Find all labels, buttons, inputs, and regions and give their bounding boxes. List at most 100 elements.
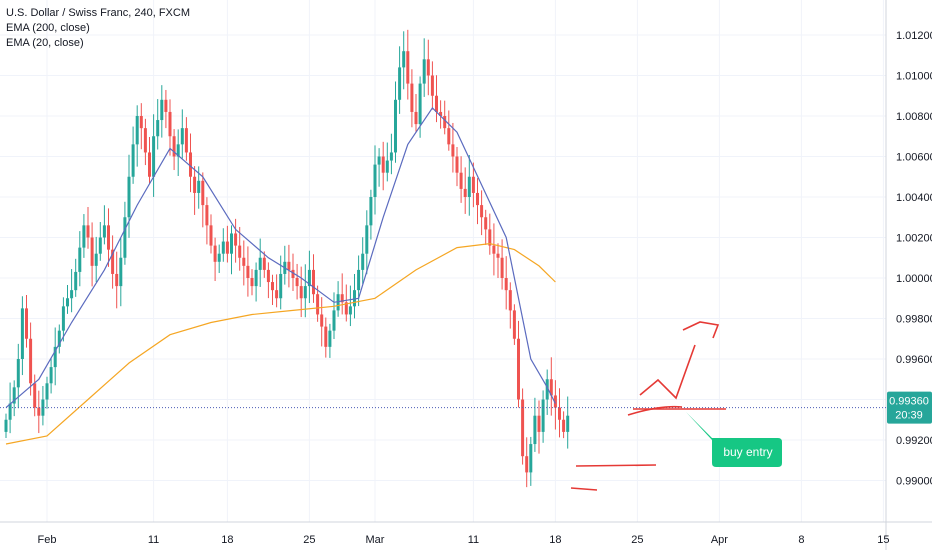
y-tick-label: 0.99600 bbox=[896, 354, 932, 366]
candle-up bbox=[78, 247, 82, 272]
x-tick-label: 11 bbox=[148, 534, 159, 546]
candle-down bbox=[33, 383, 37, 408]
candle-down bbox=[201, 180, 205, 206]
candle-up bbox=[307, 269, 311, 287]
candle-down bbox=[414, 111, 418, 125]
candle-up bbox=[53, 346, 57, 368]
x-tick-label: 25 bbox=[631, 534, 643, 546]
x-tick-label: 18 bbox=[549, 534, 561, 546]
candle-down bbox=[250, 278, 254, 287]
candle-up bbox=[402, 51, 406, 68]
y-tick-label: 1.01200 bbox=[896, 30, 932, 42]
candle-down bbox=[25, 308, 28, 339]
candle-up bbox=[467, 176, 471, 197]
y-tick-label: 0.99200 bbox=[896, 435, 932, 447]
candle-up bbox=[197, 180, 201, 193]
y-tick-label: 1.01000 bbox=[896, 71, 932, 83]
candle-up bbox=[545, 379, 549, 400]
candle-up bbox=[156, 120, 160, 137]
candle-down bbox=[492, 245, 496, 254]
candle-up bbox=[49, 367, 53, 384]
legend-ema20: EMA (20, close) bbox=[6, 37, 84, 49]
candle-up bbox=[123, 217, 127, 258]
x-tick-label: Mar bbox=[366, 534, 385, 546]
candle-down bbox=[172, 136, 176, 157]
candle-up bbox=[82, 225, 86, 248]
candle-up bbox=[152, 136, 156, 177]
candle-down bbox=[86, 225, 90, 238]
candle-down bbox=[295, 278, 299, 287]
candle-up bbox=[365, 225, 369, 254]
candle-up bbox=[348, 306, 352, 315]
price-tag-value: 0.99360 bbox=[889, 396, 929, 408]
y-tick-label: 1.00200 bbox=[896, 233, 932, 245]
candle-down bbox=[115, 273, 119, 287]
candle-down bbox=[324, 326, 328, 347]
candle-up bbox=[98, 237, 102, 254]
candle-down bbox=[447, 128, 451, 145]
candle-up bbox=[61, 306, 65, 331]
candle-up bbox=[369, 197, 373, 226]
x-tick-label: Feb bbox=[38, 534, 57, 546]
candle-up bbox=[258, 257, 262, 270]
candle-up bbox=[20, 308, 24, 359]
candle-down bbox=[406, 51, 410, 84]
candle-down bbox=[459, 172, 463, 189]
candle-up bbox=[160, 99, 164, 121]
candle-up bbox=[328, 330, 332, 347]
y-tick-label: 1.00600 bbox=[896, 152, 932, 164]
candle-up bbox=[12, 387, 16, 404]
candle-down bbox=[521, 399, 525, 457]
candle-down bbox=[549, 379, 553, 396]
candle-up bbox=[373, 164, 377, 197]
candle-down bbox=[213, 245, 217, 262]
candle-down bbox=[271, 282, 274, 291]
candle-down bbox=[90, 237, 94, 266]
candle-down bbox=[193, 176, 197, 193]
candle-down bbox=[451, 144, 455, 157]
candle-up bbox=[533, 415, 537, 445]
candle-up bbox=[541, 399, 545, 432]
buy-entry-bubble bbox=[686, 412, 782, 467]
candle-up bbox=[4, 419, 8, 432]
candle-up bbox=[180, 128, 184, 145]
candle-down bbox=[443, 116, 447, 129]
legend-ema200: EMA (200, close) bbox=[6, 22, 90, 34]
y-tick-label: 0.99800 bbox=[896, 314, 932, 326]
candle-up bbox=[8, 403, 12, 420]
candle-down bbox=[143, 128, 147, 153]
candle-up bbox=[131, 144, 135, 177]
candle-down bbox=[517, 338, 520, 400]
candle-down bbox=[525, 456, 529, 473]
y-tick-label: 0.99000 bbox=[896, 476, 932, 488]
candle-down bbox=[435, 95, 438, 112]
x-tick-label: 25 bbox=[303, 534, 315, 546]
candle-up bbox=[45, 383, 49, 400]
candle-down bbox=[471, 176, 475, 193]
x-tick-label: 11 bbox=[468, 534, 479, 546]
candle-down bbox=[512, 310, 516, 339]
price-tag-bg bbox=[887, 391, 932, 424]
stop-line bbox=[575, 464, 657, 467]
candle-down bbox=[439, 111, 443, 116]
y-tick-label: 1.00800 bbox=[896, 111, 932, 123]
candle-up bbox=[94, 253, 98, 266]
candle-down bbox=[480, 205, 484, 218]
candle-up bbox=[353, 290, 356, 307]
candle-up bbox=[119, 257, 123, 287]
candle-up bbox=[385, 160, 389, 173]
candle-up bbox=[422, 59, 426, 84]
candle-down bbox=[537, 415, 541, 432]
candle-up bbox=[389, 152, 393, 161]
candle-down bbox=[558, 407, 561, 420]
candle-down bbox=[246, 265, 250, 278]
candle-up bbox=[127, 176, 131, 218]
candle-up bbox=[70, 290, 74, 299]
candle-up bbox=[332, 310, 336, 331]
candle-down bbox=[291, 269, 295, 278]
candle-up bbox=[418, 83, 422, 125]
candle-down bbox=[225, 241, 229, 254]
candle-up bbox=[217, 253, 221, 262]
